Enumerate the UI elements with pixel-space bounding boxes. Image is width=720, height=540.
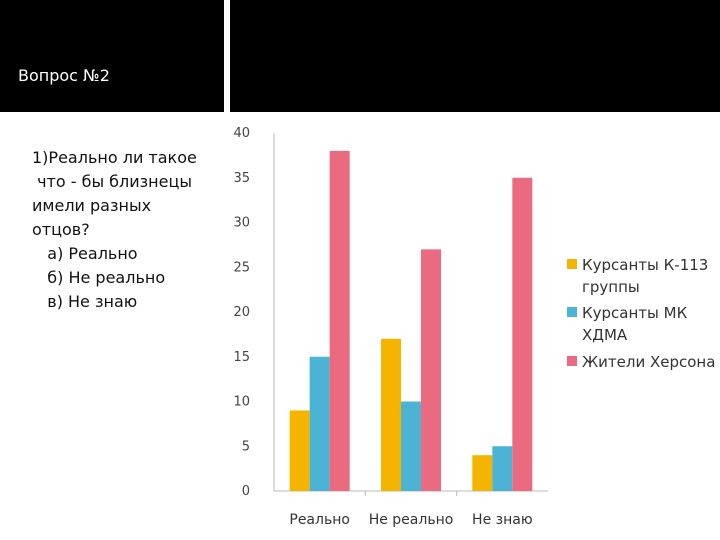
y-tick-label: 25	[233, 260, 250, 275]
answer-option-c: в) Не знаю	[32, 292, 138, 311]
bar	[421, 249, 441, 491]
bar	[309, 356, 330, 491]
question-panel: 1)Реально ли такое что - бы близнецы име…	[0, 118, 224, 540]
y-tick-label: 20	[233, 305, 250, 320]
question-line: отцов?	[32, 220, 90, 239]
legend-swatch	[567, 307, 577, 317]
bar	[401, 401, 421, 491]
legend-swatch	[567, 259, 577, 269]
y-tick-label: 40	[233, 126, 250, 141]
y-tick-label: 30	[233, 216, 250, 231]
y-tick-label: 5	[242, 439, 250, 454]
bar	[381, 338, 401, 491]
bar	[492, 446, 513, 491]
legend-label: Жители Херсона	[582, 353, 715, 371]
question-line: 1)Реально ли такое	[32, 148, 197, 167]
header-right-area	[230, 0, 720, 112]
question-line: имели разных	[32, 196, 152, 215]
x-category-label: Реально	[289, 512, 350, 528]
bar	[329, 150, 350, 491]
legend-label: Курсанты К-113	[582, 256, 708, 274]
legend-swatch	[567, 356, 577, 366]
legend-label: Курсанты МК	[582, 304, 688, 322]
answer-option-b: б) Не реально	[32, 268, 166, 287]
vertical-divider	[224, 0, 230, 540]
bar-chart: 0 5 10 15 20 25 30 35 40 Реально Не реально Не знаю…	[233, 126, 715, 528]
horizontal-divider	[0, 112, 720, 118]
legend-label: группы	[582, 278, 640, 296]
x-category-label: Не реально	[369, 512, 454, 528]
question-text: 1)Реально ли такое что - бы близнецы име…	[32, 146, 222, 314]
x-category-label: Не знаю	[472, 512, 533, 528]
y-tick-label: 10	[233, 395, 250, 410]
bar	[289, 410, 310, 491]
y-tick-label: 0	[242, 484, 250, 499]
bar	[472, 455, 493, 491]
answer-option-a: а) Реально	[32, 244, 138, 263]
bar	[512, 177, 533, 491]
question-line: что - бы близнецы	[32, 172, 193, 191]
legend-label: ХДМА	[582, 326, 628, 344]
chart-panel: 0 5 10 15 20 25 30 35 40 Реально Не реально Не знаю…	[230, 118, 720, 540]
title-area: Вопрос №2	[0, 0, 224, 112]
y-tick-label: 35	[233, 171, 250, 186]
slide-title: Вопрос №2	[18, 66, 110, 85]
y-tick-label: 15	[233, 350, 250, 365]
